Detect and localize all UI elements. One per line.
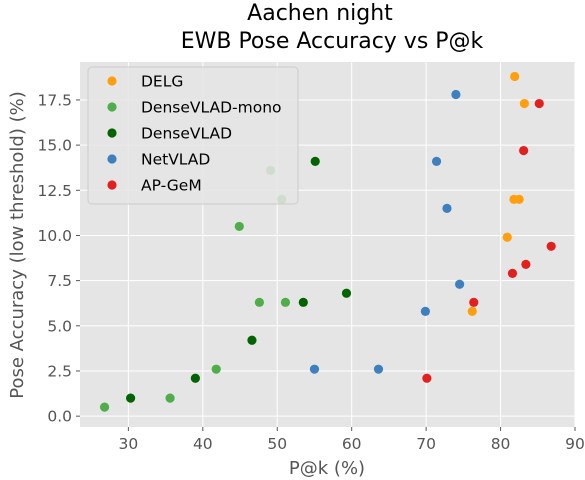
data-point-ap-gem	[507, 268, 518, 279]
y-tick-label: 10.0	[37, 227, 72, 245]
data-point-ap-gem	[469, 297, 479, 307]
data-point-delg	[519, 98, 529, 109]
legend-label-delg: DELG	[141, 73, 183, 91]
data-point-delg	[502, 232, 512, 242]
data-point-ap-gem	[422, 373, 432, 383]
data-point-netvlad	[451, 89, 461, 100]
y-tick-label: 5.0	[47, 317, 72, 335]
data-point-netvlad	[431, 156, 442, 166]
legend-marker-delg	[107, 76, 117, 86]
legend-label-netvlad: NetVLAD	[141, 151, 210, 169]
x-tick-label: 70	[416, 435, 436, 453]
y-tick-label: 12.5	[37, 182, 72, 200]
data-point-ap-gem	[534, 98, 544, 109]
y-tick-label: 15.0	[37, 137, 72, 155]
data-point-densevlad	[298, 297, 308, 307]
data-point-netvlad	[420, 306, 430, 316]
data-point-ap-gem	[519, 145, 529, 156]
x-tick-label: 80	[491, 435, 511, 453]
data-point-densevlad	[341, 288, 352, 298]
data-point-densevlad	[190, 373, 200, 383]
legend-label-densevlad-mono: DenseVLAD-mono	[141, 99, 282, 117]
y-tick-label: 0.0	[47, 408, 72, 426]
legend-marker-densevlad-mono	[107, 102, 117, 112]
x-axis-label: P@k (%)	[289, 458, 365, 479]
legend-box	[87, 66, 299, 205]
legend-marker-densevlad	[107, 128, 117, 138]
data-point-densevlad-mono	[211, 364, 221, 374]
data-point-densevlad	[310, 156, 320, 166]
data-point-delg	[510, 71, 520, 82]
legend-marker-netvlad	[107, 154, 117, 164]
data-point-netvlad	[309, 364, 320, 374]
data-point-densevlad-mono	[99, 402, 110, 412]
data-point-densevlad	[126, 393, 136, 403]
data-point-delg	[467, 306, 477, 316]
legend-marker-ap-gem	[107, 180, 117, 190]
data-point-netvlad	[442, 203, 452, 213]
x-tick-label: 40	[193, 435, 213, 453]
chart-subtitle: EWB Pose Accuracy vs P@k	[181, 29, 484, 54]
data-point-densevlad-mono	[165, 393, 175, 403]
data-point-ap-gem	[521, 259, 531, 269]
data-point-densevlad	[247, 335, 257, 345]
y-tick-label: 2.5	[47, 362, 72, 380]
data-point-delg	[514, 194, 524, 204]
y-tick-label: 17.5	[37, 91, 72, 109]
legend-label-densevlad: DenseVLAD	[141, 125, 232, 143]
x-tick-label: 60	[342, 435, 362, 453]
data-point-ap-gem	[546, 241, 556, 251]
data-point-densevlad-mono	[280, 297, 291, 307]
data-point-netvlad	[455, 279, 465, 289]
x-tick-label: 50	[267, 435, 287, 453]
legend: DELG DenseVLAD-mono DenseVLAD NetVLAD AP-GeM	[87, 66, 299, 205]
legend-label-ap-gem: AP-GeM	[141, 177, 202, 195]
data-point-netvlad	[373, 364, 384, 374]
x-tick-label: 30	[119, 435, 139, 453]
chart-title: Aachen night	[247, 1, 393, 26]
data-point-densevlad-mono	[234, 221, 244, 232]
y-axis-label: Pose Accuracy (low threshold) (%)	[7, 91, 28, 398]
x-tick-label: 90	[565, 435, 585, 453]
tick-labels: 30 40 50 60 70 80 90 0.0 2.5 5.0 7.5 10.0 12.5 15.0 17…	[37, 91, 584, 453]
data-point-densevlad-mono	[254, 297, 264, 307]
y-tick-label: 7.5	[47, 272, 72, 290]
